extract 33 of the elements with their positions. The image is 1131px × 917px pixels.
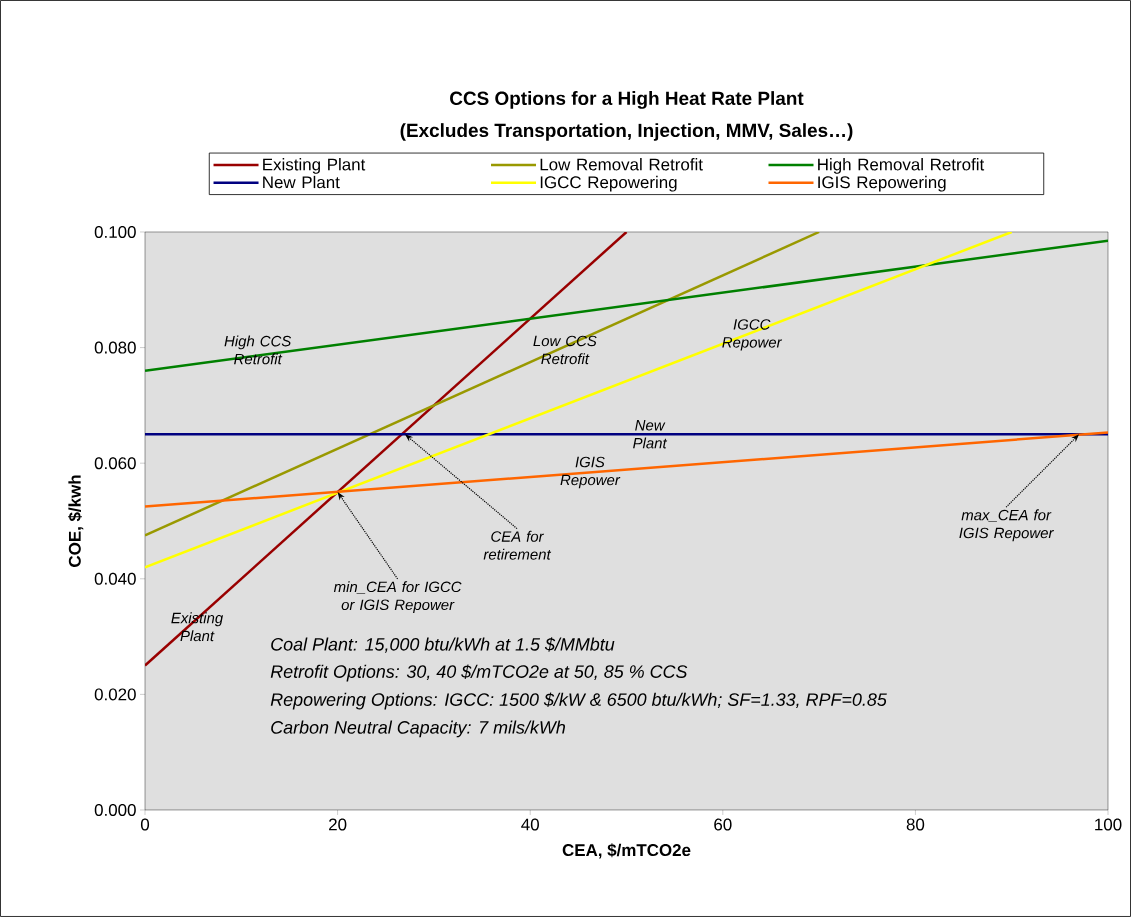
legend-label: IGIS Repowering <box>818 175 946 192</box>
x-tick-label: 20 <box>329 818 347 831</box>
annotation: New Plant <box>633 420 668 449</box>
legend-label: Existing Plant <box>263 158 366 174</box>
chart-subtitle: (Excludes Transportation, Injection, MMV, Sales…) <box>400 123 853 141</box>
annotation: min_CEA for IGCC or IGIS Repower <box>333 581 462 614</box>
annotation: Carbon Neutral Capacity: 7 mils/kWh <box>271 720 565 738</box>
y-axis-title: COE, $/kwh <box>68 475 84 567</box>
annotation: Coal Plant: 15,000 btu/kWh at 1.5 $/MMbtu <box>271 637 615 653</box>
legend-label: Low Removal Retrofit <box>540 158 703 171</box>
x-tick-label: 40 <box>521 818 539 831</box>
x-tick-label: 100 <box>1095 818 1122 831</box>
y-tick-label: 0.080 <box>94 341 136 354</box>
annotation: CEA for retirement <box>483 530 552 560</box>
annotation: High CCS Retrofit <box>224 335 292 365</box>
annotation: Repowering Options: IGCC: 1500 $/kW & 6500 btu/kWh; SF=1.33, RPF=0.85 <box>270 692 887 710</box>
x-tick-label: 0 <box>140 818 150 831</box>
annotation: Retrofit Options: 30, 40 $/mTCO2e at 50, 85 % CCS <box>270 664 688 682</box>
annotation: IGCC Repower <box>722 319 783 351</box>
y-tick-label: 0.000 <box>94 803 136 816</box>
y-tick-label: 0.100 <box>94 225 136 238</box>
legend-label: New Plant <box>263 175 340 189</box>
y-tick-label: 0.020 <box>94 688 136 701</box>
annotation: IGIS Repower <box>560 456 621 489</box>
y-tick-label: 0.040 <box>94 572 136 585</box>
annotation: max_CEA for IGIS Repower <box>959 509 1054 542</box>
legend-label: High Removal Retrofit <box>818 158 985 174</box>
x-tick-label: 80 <box>906 818 925 831</box>
x-axis-title: CEA, $/mTCO2e <box>562 843 691 859</box>
chart-title: CCS Options for a High Heat Rate Plant <box>450 91 804 109</box>
legend-label: IGCC Repowering <box>540 175 677 192</box>
x-tick-label: 60 <box>714 818 732 831</box>
y-tick-label: 0.060 <box>94 457 136 470</box>
